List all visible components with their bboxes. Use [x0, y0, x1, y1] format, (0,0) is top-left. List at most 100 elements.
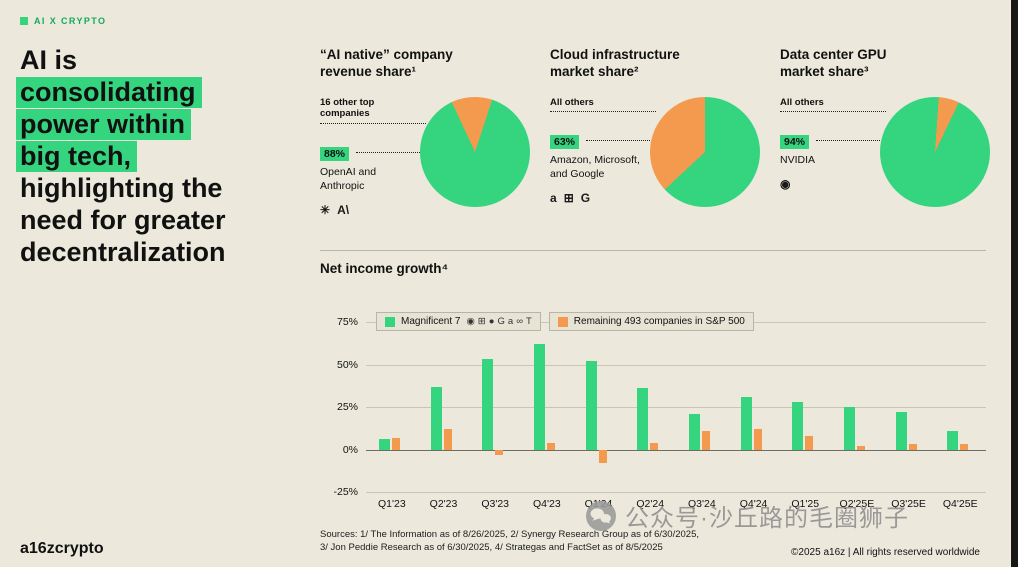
bar-group — [728, 322, 780, 492]
google-icon: G — [497, 316, 505, 327]
company-icons: ✳ A\ — [320, 203, 420, 217]
x-tick-label: Q4'25E — [942, 498, 978, 510]
pie-percent-badge: 88% — [320, 147, 350, 162]
x-tick-label: Q3'23 — [481, 498, 510, 510]
bar-remaining493 — [650, 442, 659, 450]
bar-plot: 75% 50% 25% 0% -25% — [333, 316, 986, 498]
pie-main-label: OpenAI and Anthropic — [320, 166, 377, 192]
bar-remaining493 — [391, 437, 400, 450]
bar-remaining493 — [495, 449, 504, 455]
pie-chart — [650, 96, 760, 207]
headline-line: AI is — [20, 45, 78, 75]
apple-icon: ● — [488, 316, 495, 327]
y-tick-label: 25% — [336, 401, 358, 413]
meta-icon: ∞ — [516, 316, 523, 327]
microsoft-icon: ⊞ — [477, 316, 486, 327]
bar-remaining493 — [908, 444, 917, 450]
legend-remaining: Remaining 493 companies in S&P 500 — [548, 312, 754, 331]
pie-chart — [880, 96, 990, 207]
leader-line — [550, 111, 656, 113]
bar-group — [779, 322, 831, 492]
sources-note: Sources: 1/ The Information as of 8/26/2… — [320, 529, 699, 554]
gridline — [366, 364, 986, 366]
bar-remaining493 — [443, 429, 452, 450]
amazon-icon: a — [507, 316, 514, 327]
bar-magnificent7 — [637, 388, 649, 450]
pie-other-label: 16 other top companies — [320, 96, 375, 120]
bar-group — [521, 322, 573, 492]
x-tick-label: Q3'25E — [891, 498, 926, 510]
y-tick-label: 0% — [342, 443, 358, 456]
bar-remaining493 — [856, 446, 865, 450]
bar-magnificent7 — [792, 401, 804, 450]
headline: AI is consolidating power within big tec… — [16, 44, 320, 268]
bar-group — [676, 322, 728, 492]
pie-percent-badge: 94% — [780, 135, 810, 150]
amazon-icon: a — [550, 190, 557, 205]
pie-main-label: Amazon, Microsoft, and Google — [550, 154, 640, 181]
headline-line: big tech, — [16, 140, 320, 172]
bar-magnificent7 — [895, 412, 907, 450]
bar-group — [883, 322, 935, 492]
screen-edge-strip — [1011, 0, 1018, 567]
headline-line: consolidating — [16, 76, 320, 108]
y-tick-label: 75% — [336, 316, 358, 328]
bar-group — [624, 322, 676, 492]
pie-percent-badge: 63% — [550, 135, 580, 150]
bar-remaining493 — [546, 442, 555, 450]
bar-magnificent7 — [740, 396, 752, 450]
x-tick-label: Q3'24 — [688, 498, 716, 510]
x-tick-label: Q1'23 — [377, 498, 406, 510]
bar-group — [831, 322, 883, 492]
bar-magnificent7 — [482, 359, 494, 450]
pie-charts-row: “AI native” company revenue share¹ 16 ot… — [320, 46, 990, 258]
pie-card-cloud: Cloud infrastructure market share² All o… — [550, 46, 760, 258]
company-icons: a ⊞ G — [550, 191, 650, 205]
nvidia-icon: ◉ — [466, 316, 475, 327]
x-tick-label: Q4'23 — [533, 498, 561, 510]
watermark-text: 公众号·沙丘路的毛圈狮子 — [625, 505, 909, 532]
a16zcrypto-logo: a16zcrypto — [20, 540, 104, 557]
legend-label: Magnificent 7 — [401, 316, 461, 327]
bar-remaining493 — [960, 444, 969, 450]
headline-highlight: consolidating — [16, 77, 202, 108]
headline-line: need for greater — [20, 205, 226, 235]
y-tick-label: 50% — [336, 358, 358, 371]
legend-label: Remaining 493 companies in S&P 500 — [573, 316, 745, 327]
pie-other-label: All others — [550, 96, 594, 108]
bar-magnificent7 — [533, 344, 545, 450]
bar-group — [934, 322, 986, 492]
bar-magnificent7 — [947, 430, 959, 450]
pie-chart — [420, 96, 530, 207]
bar-magnificent7 — [378, 439, 390, 450]
green-swatch-icon — [385, 316, 395, 327]
section-divider — [320, 250, 986, 251]
bar-magnificent7 — [585, 361, 597, 450]
anthropic-icon: A\ — [337, 202, 350, 217]
x-labels: Q1'23Q2'23Q3'23Q4'23Q1'24Q2'24Q3'24Q4'24… — [366, 498, 986, 510]
headline-line: highlighting the — [20, 173, 223, 203]
x-tick-label: Q2'25E — [839, 498, 875, 510]
watermark: 公众号·沙丘路的毛圈狮子 — [586, 498, 909, 533]
google-icon: G — [580, 190, 591, 205]
tag-label: AI X CRYPTO — [34, 16, 107, 26]
pie-card-title: “AI native” company revenue share¹ — [320, 47, 453, 80]
leader-line — [356, 152, 420, 154]
bar-magnificent7 — [430, 386, 442, 450]
axis-zero-line — [366, 449, 986, 451]
wechat-icon — [586, 500, 616, 531]
bar-group — [469, 322, 521, 492]
leader-line — [780, 111, 886, 113]
bar-magnificent7 — [843, 407, 855, 450]
y-tick-label: -25% — [333, 486, 358, 498]
pie-other-label: All others — [780, 96, 824, 108]
nvidia-icon: ◉ — [780, 177, 791, 192]
x-tick-label: Q2'23 — [429, 498, 458, 510]
headline-line: power within — [16, 108, 320, 140]
openai-icon: ✳ — [320, 202, 331, 217]
bar-remaining493 — [753, 429, 762, 450]
